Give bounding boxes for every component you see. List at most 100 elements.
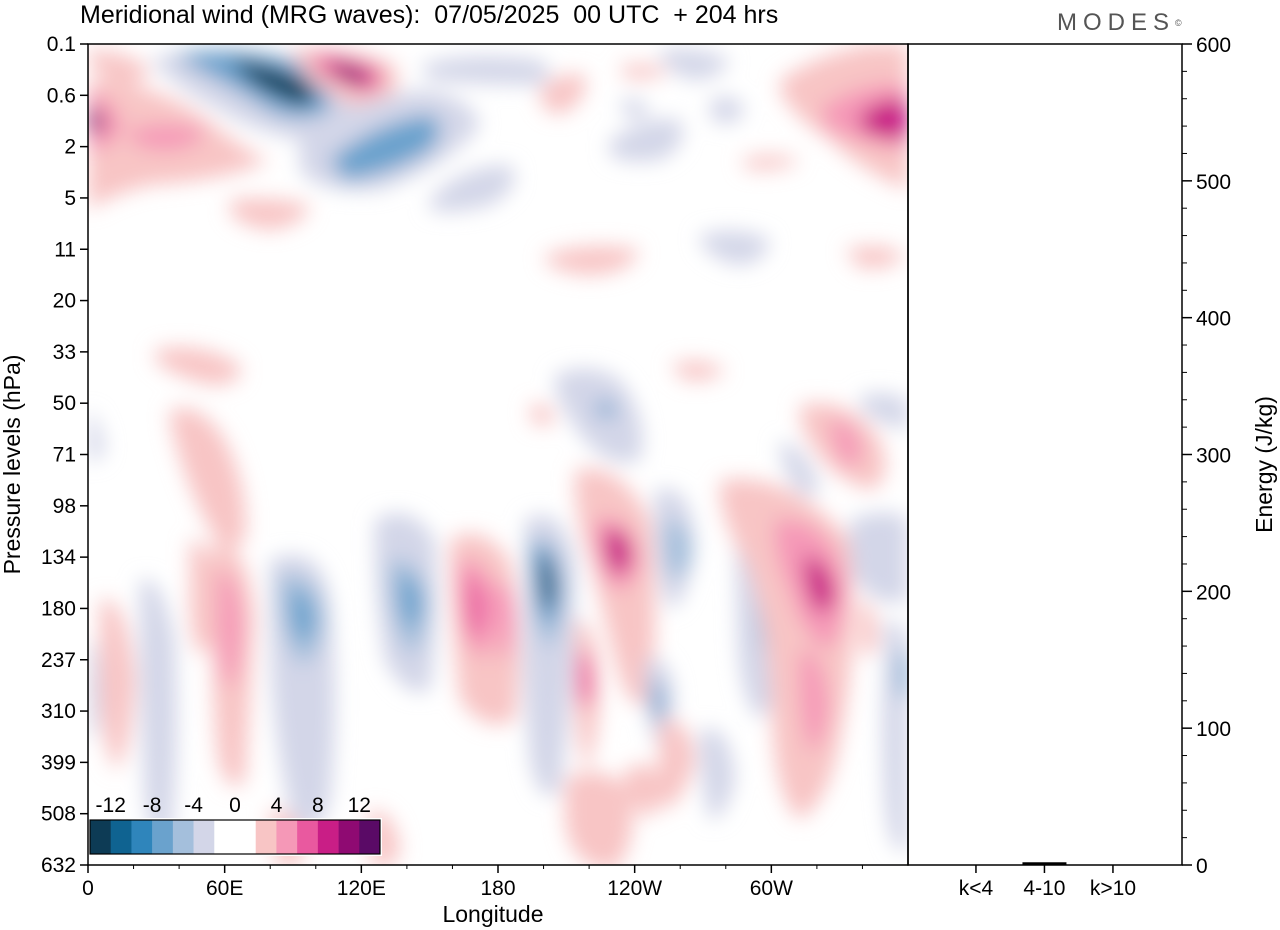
colorbar-swatch	[297, 820, 319, 854]
contour-region-n3	[400, 575, 422, 629]
colorbar-label: 4	[271, 794, 283, 817]
y-tick-label: 98	[53, 495, 76, 518]
contour-region-p1	[565, 772, 633, 865]
x-tick-label: 60W	[750, 877, 793, 900]
contour-region-p4	[466, 575, 483, 640]
contour-region-n3	[596, 401, 618, 417]
contour-region-n1	[140, 578, 177, 845]
contour-region-p5	[860, 99, 908, 140]
contour-region-n1	[710, 96, 745, 124]
energy-bar	[953, 864, 998, 865]
y-axis-label: Pressure levels (hPa)	[0, 355, 25, 575]
heatmap-axes: 0.1 0.6 2 5 11 20 33 50 71 98 134 180 237 310 399 508 63…	[0, 33, 909, 927]
contour-region-n2	[664, 520, 692, 579]
heatmap-field	[88, 44, 908, 865]
contour-region-p6	[330, 62, 370, 85]
x-tick-label: 120W	[607, 877, 662, 900]
contour-region-p3	[800, 650, 828, 752]
contour-region-p5	[605, 529, 632, 575]
energy-tick-label: 100	[1196, 718, 1231, 741]
y-tick-label: 134	[41, 546, 76, 569]
contour-region-n3	[651, 680, 664, 723]
energy-bar-panel: 0 100 200 300 400 500 600 Energy (J/kg) k<4 4-10 k…	[907, 34, 1277, 900]
colorbar-swatch	[110, 820, 132, 854]
energy-axis-label: Energy (J/kg)	[1251, 396, 1277, 533]
contour-region-n1	[620, 98, 650, 119]
x-tick-label: 180	[480, 877, 515, 900]
contour-region-p3	[218, 570, 242, 690]
x-tick-label: 120E	[337, 877, 386, 900]
contour-region-n1	[700, 231, 770, 265]
contour-region-p1	[670, 361, 725, 381]
contour-region-n1	[780, 440, 820, 496]
energy-tick-label: 300	[1196, 445, 1231, 468]
y-tick-label: 50	[53, 392, 76, 415]
y-tick-label: 0.1	[47, 33, 76, 56]
colorbar-swatch	[193, 820, 215, 854]
contour-region-p4	[577, 650, 592, 709]
contour-region-n1	[88, 640, 100, 740]
y-tick-label: 632	[41, 854, 76, 877]
brand-logo: MODES©	[1057, 8, 1182, 38]
contour-region-p3	[130, 125, 205, 150]
contour-region-n6	[543, 560, 552, 605]
colorbar-swatch	[317, 820, 339, 854]
y-tick-label: 180	[41, 597, 76, 620]
y-tick-label: 399	[41, 751, 76, 774]
colorbar-swatch	[255, 820, 277, 854]
colorbar-label: 12	[348, 794, 371, 817]
contour-region-p1	[740, 155, 800, 170]
y-tick-label: 11	[54, 238, 76, 261]
contour-region-p1	[859, 600, 878, 656]
contour-region-p1	[658, 719, 695, 810]
colorbar-swatch	[214, 820, 236, 854]
contour-region-p1	[625, 764, 661, 818]
colorbar-swatch	[90, 820, 112, 854]
energy-tick-label: 600	[1196, 34, 1231, 57]
contour-region-p1	[545, 246, 640, 275]
chart-title: Meridional wind (MRG waves): 07/05/2025 …	[80, 1, 779, 29]
contour-region-p3	[830, 420, 862, 466]
contour-region-p5	[805, 555, 835, 613]
contour-region-p1	[88, 50, 150, 84]
colorbar-label: 0	[229, 794, 241, 817]
colorbar-swatch	[338, 820, 360, 854]
y-tick-label: 310	[41, 700, 76, 723]
contour-region-n3	[291, 590, 314, 641]
contour-region-p3	[494, 580, 515, 662]
colorbar-label: -12	[96, 794, 126, 817]
contour-region-n3	[330, 115, 440, 180]
contour-region-p1	[530, 404, 555, 426]
y-tick-label: 71	[53, 444, 76, 467]
contour-region-p1	[100, 599, 135, 770]
contour-region-n3	[898, 650, 908, 700]
contour-region-n1	[849, 512, 908, 603]
category-label: k>10	[1090, 877, 1136, 900]
contour-region-n1	[88, 410, 105, 462]
energy-tick-label: 400	[1196, 308, 1231, 331]
energy-tick-label: 500	[1196, 171, 1231, 194]
x-axis-label: Longitude	[442, 901, 543, 927]
contour-region-p1	[155, 347, 241, 385]
colorbar-swatch	[359, 820, 381, 854]
y-tick-label: 5	[64, 187, 76, 210]
contour-region-p3	[88, 90, 122, 150]
brand-mark: ©	[1175, 18, 1182, 28]
contour-region-p1	[620, 64, 670, 79]
contour-region-n1	[860, 393, 908, 430]
x-tick-label: 0	[82, 877, 94, 900]
contour-region-n1	[700, 728, 735, 820]
bar-panel-frame	[907, 43, 1183, 866]
y-tick-label: 2	[64, 136, 76, 159]
y-tick-label: 237	[41, 649, 76, 672]
y-tick-label: 33	[53, 341, 76, 364]
category-label: 4-10	[1023, 877, 1065, 900]
contour-region-n1	[555, 368, 643, 463]
energy-tick-label: 200	[1196, 581, 1231, 604]
contour-region-p1	[845, 246, 905, 269]
colorbar-swatch	[131, 820, 153, 854]
x-tick-label: 60E	[206, 877, 243, 900]
y-tick-label: 0.6	[47, 84, 76, 107]
y-tick-label: 20	[53, 290, 76, 313]
